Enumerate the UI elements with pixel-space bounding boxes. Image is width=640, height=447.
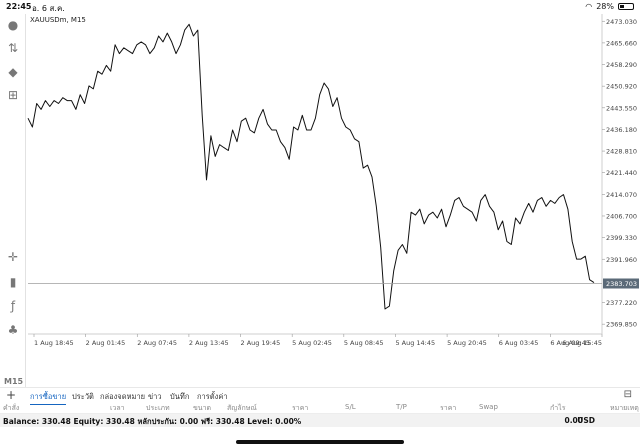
battery-icon <box>618 3 634 10</box>
time-tick-label: 5 Aug 08:45 <box>344 339 384 347</box>
col-sl: S/L <box>345 403 356 411</box>
wifi-icon: ◠ <box>585 2 593 11</box>
tab-history[interactable]: ประวัติ <box>72 392 94 401</box>
home-indicator <box>236 440 404 444</box>
status-time: 22:45 <box>6 2 32 11</box>
price-tick-label: 2465.660 <box>606 39 637 47</box>
col-price: ราคา <box>292 404 309 412</box>
time-tick-label: 1 Aug 18:45 <box>34 339 74 347</box>
time-tick-label: 2 Aug 13:45 <box>189 339 229 347</box>
order-table-header: คำสั่ง เวลา ประเภท ขนาด สัญลักษณ์ ราคา S… <box>0 401 640 414</box>
price-tick-label: 2458.290 <box>606 61 637 69</box>
left-toolbar: ● ⇅ ◆ ⊞ ✛ ▮ ƒ ♣ M15 <box>0 14 26 387</box>
col-swap: Swap <box>479 403 498 411</box>
status-right: ◠ 28% <box>585 2 634 11</box>
tab-settings[interactable]: การตั้งค่า <box>197 392 228 401</box>
price-series-line <box>27 23 595 310</box>
tab-news[interactable]: ข่าว <box>148 392 162 401</box>
balance-summary: Balance: 330.48 Equity: 330.48 หลักประกั… <box>3 417 302 426</box>
objects-icon[interactable]: ♣ <box>7 323 19 337</box>
time-tick-label: 6 Aug 15:45 <box>562 339 602 347</box>
col-current-price: ราคา <box>440 404 457 412</box>
col-symbol: สัญลักษณ์ <box>227 404 257 412</box>
timeframe-label[interactable]: M15 <box>4 377 24 386</box>
price-tick-label: 2473.030 <box>606 18 637 26</box>
status-bar: 22:45 อ. 6 ส.ค. ◠ 28% <box>0 0 640 14</box>
col-tp: T/P <box>396 403 407 411</box>
panel-toggle-icon[interactable]: ⊟ <box>623 389 632 400</box>
col-comment: หมายเหตุ <box>610 404 639 412</box>
col-size: ขนาด <box>193 404 212 412</box>
time-tick-label: 2 Aug 01:45 <box>86 339 126 347</box>
chart-canvas[interactable]: 2473.030 2465.660 2458.290 2450.920 2443.550… <box>26 14 640 387</box>
col-order: คำสั่ง <box>3 404 20 412</box>
tab-trade[interactable]: การซื้อขาย <box>30 391 67 405</box>
trade-up-icon[interactable]: ⇅ <box>7 41 19 55</box>
col-profit: กำไร <box>550 404 566 412</box>
time-tick-label: 5 Aug 14:45 <box>395 339 435 347</box>
status-date: อ. 6 ส.ค. <box>32 4 65 13</box>
price-tick-label: 2421.440 <box>606 169 637 177</box>
price-tick-label: 2428.810 <box>606 148 637 156</box>
price-tick-label: 2377.220 <box>606 299 637 307</box>
battery-percent: 28% <box>596 2 614 11</box>
price-tick-label: 2450.920 <box>606 83 637 91</box>
tab-mailbox[interactable]: กล่องจดหมาย <box>100 392 146 401</box>
price-tick-label: 2369.850 <box>606 321 637 329</box>
tab-journal[interactable]: บันทึก <box>170 392 190 401</box>
candle-icon[interactable]: ▮ <box>9 275 17 289</box>
price-tick-label: 2399.330 <box>606 234 637 242</box>
time-tick-label: 2 Aug 07:45 <box>137 339 177 347</box>
col-type: ประเภท <box>146 404 170 412</box>
price-chart[interactable]: XAUUSDm, M15 2473.030 2465.660 2458.290 245… <box>26 14 640 387</box>
chart-symbol-label: XAUUSDm, M15 <box>30 16 86 24</box>
current-price-badge <box>603 278 639 289</box>
toolbox-tabs: + การซื้อขาย ประวัติ กล่องจดหมาย ข่าว บั… <box>0 387 640 405</box>
time-tick-label: 5 Aug 02:45 <box>292 339 332 347</box>
total-profit: 0.00 <box>564 416 583 425</box>
price-tick-label: 2391.960 <box>606 256 637 264</box>
account-currency: USD <box>577 416 595 425</box>
time-tick-label: 2 Aug 19:45 <box>241 339 281 347</box>
time-tick-label: 5 Aug 20:45 <box>447 339 487 347</box>
add-order-icon[interactable]: + <box>6 388 17 402</box>
add-chart-icon[interactable]: ⊞ <box>7 88 19 102</box>
price-tick-label: 2414.070 <box>606 191 637 199</box>
chat-icon[interactable]: ◆ <box>8 65 18 79</box>
price-tick-label: 2436.180 <box>606 126 637 134</box>
balance-row: Balance: 330.48 Equity: 330.48 หลักประกั… <box>0 414 640 427</box>
price-tick-label: 2443.550 <box>606 104 637 112</box>
function-icon[interactable]: ƒ <box>10 299 16 313</box>
price-tick-label: 2406.700 <box>606 212 637 220</box>
current-price-label: 2383.703 <box>606 280 637 288</box>
time-tick-label: 6 Aug 09:45 <box>550 339 590 347</box>
crosshair-icon[interactable]: ✛ <box>7 250 19 264</box>
time-tick-label: 6 Aug 03:45 <box>499 339 539 347</box>
col-time: เวลา <box>110 404 125 412</box>
account-icon[interactable]: ● <box>7 18 19 32</box>
